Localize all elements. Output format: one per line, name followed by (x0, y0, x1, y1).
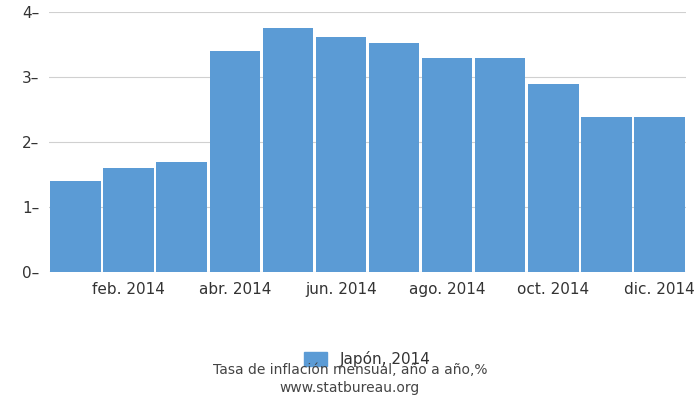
Bar (157, 162, 207, 272)
Legend: Japón, 2014: Japón, 2014 (298, 345, 437, 374)
Bar (316, 37, 366, 272)
Bar (104, 168, 154, 272)
Bar (209, 51, 260, 272)
Bar (528, 84, 578, 272)
Bar (262, 28, 313, 272)
Bar (634, 117, 685, 272)
Bar (475, 58, 526, 272)
Bar (50, 181, 101, 272)
Text: www.statbureau.org: www.statbureau.org (280, 381, 420, 395)
Text: Tasa de inflación mensual, año a año,%: Tasa de inflación mensual, año a año,% (213, 363, 487, 377)
Bar (369, 43, 419, 272)
Bar (422, 58, 472, 272)
Bar (581, 117, 631, 272)
